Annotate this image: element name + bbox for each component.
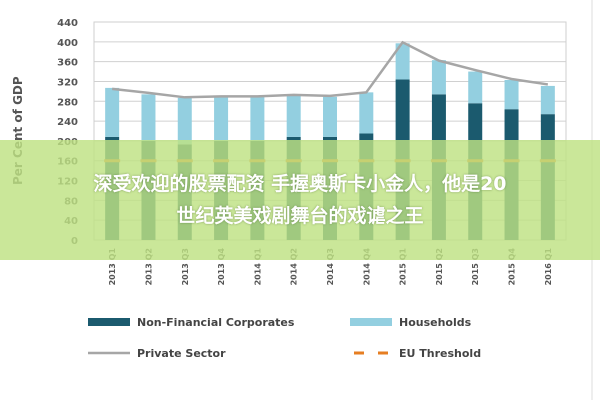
y-tick-label: 320	[57, 77, 78, 88]
x-tick-label: 2013 Q2	[144, 248, 153, 285]
legend-swatch-0	[88, 318, 130, 326]
bar-households-9	[431, 60, 446, 95]
bar-households-2	[177, 97, 192, 145]
x-tick-label: 2015 Q4	[508, 248, 517, 286]
legend-swatch-1	[350, 318, 392, 326]
legend-label: EU Threshold	[399, 347, 481, 360]
legend-label: Non-Financial Corporates	[137, 316, 295, 329]
x-tick-label: 2014 Q3	[326, 248, 335, 285]
x-tick-label: 2014 Q1	[253, 248, 262, 286]
private-sector-line	[112, 40, 549, 99]
bar-households-12	[540, 85, 555, 115]
bar-households-7	[359, 92, 374, 134]
bar-households-3	[214, 96, 229, 141]
x-tick-label: 2014 Q4	[362, 248, 371, 286]
overlay-banner: 深受欢迎的股票配资 手握奥斯卡小金人，他是20 世纪英美戏剧舞台的戏谑之王	[0, 140, 600, 260]
y-tick-label: 240	[57, 117, 78, 128]
y-tick-label: 400	[57, 38, 78, 49]
x-tick-label: 2014 Q2	[290, 248, 299, 285]
bar-households-8	[395, 43, 410, 80]
bar-households-5	[286, 95, 301, 137]
x-tick-label: 2015 Q3	[471, 248, 480, 285]
bar-households-10	[468, 71, 483, 104]
x-tick-label: 2016 Q1	[544, 248, 553, 286]
x-tick-label: 2013 Q1	[108, 248, 117, 286]
x-tick-label: 2015 Q1	[399, 248, 408, 286]
bar-households-0	[105, 87, 120, 137]
y-tick-label: 360	[57, 58, 78, 69]
overlay-text-line2: 世纪英美戏剧舞台的戏谑之王	[176, 205, 424, 227]
bar-households-11	[504, 79, 519, 110]
x-tick-label: 2013 Q3	[181, 248, 190, 285]
x-tick-label: 2013 Q4	[217, 248, 226, 286]
x-tick-label: 2015 Q2	[435, 248, 444, 285]
bar-households-1	[141, 94, 156, 141]
y-tick-label: 440	[57, 18, 78, 29]
bar-households-6	[323, 96, 337, 137]
y-tick-label: 280	[57, 97, 78, 108]
overlay-text-line1: 深受欢迎的股票配资 手握奥斯卡小金人，他是20	[93, 173, 507, 195]
bar-households-4	[250, 96, 265, 141]
legend-label: Private Sector	[137, 347, 226, 360]
legend-label: Households	[399, 316, 472, 329]
